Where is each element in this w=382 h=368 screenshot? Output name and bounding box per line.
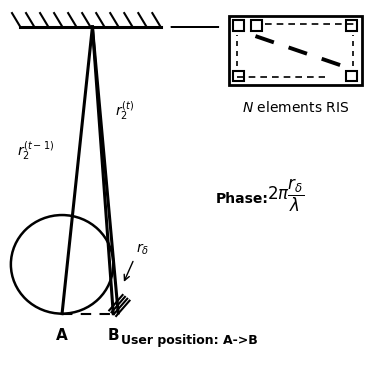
Bar [233, 20, 244, 31]
Text: $r_\delta$: $r_\delta$ [136, 242, 149, 257]
Text: Phase:: Phase: [216, 192, 269, 206]
Text: $r_2^{(t)}$: $r_2^{(t)}$ [115, 100, 134, 122]
Text: A: A [56, 328, 68, 343]
Text: B: B [107, 328, 119, 343]
Text: $N$ elements RIS: $N$ elements RIS [241, 100, 349, 115]
Bar [229, 16, 362, 85]
Text: User position: A->B: User position: A->B [121, 334, 257, 347]
Bar [346, 20, 357, 31]
Bar [346, 71, 357, 81]
Text: $r_2^{(t-1)}$: $r_2^{(t-1)}$ [16, 140, 54, 162]
Text: $2\pi\dfrac{r_\delta}{\lambda}$: $2\pi\dfrac{r_\delta}{\lambda}$ [267, 176, 304, 213]
Bar [233, 71, 244, 81]
Bar [251, 20, 262, 31]
